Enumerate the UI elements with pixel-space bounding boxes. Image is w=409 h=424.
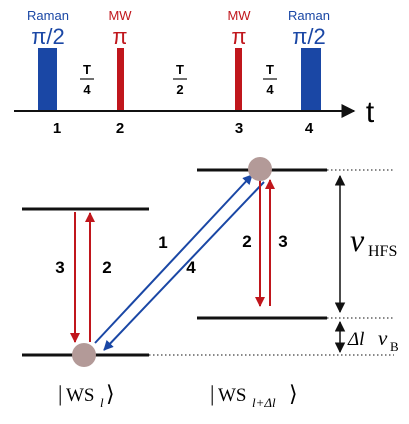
hfs-subscript: HFS — [368, 243, 397, 260]
diagonal-down-arrow-label: 4 — [186, 258, 196, 277]
pulse-2-bar — [117, 48, 124, 111]
left-ket-close: ⟩ — [106, 381, 115, 406]
bloch-shift-prefix: Δl — [347, 329, 364, 350]
right-down-arrow-label: 2 — [242, 232, 251, 251]
pulse-3-bar — [235, 48, 242, 111]
energy-diagram: 3 2 1 4 2 3 ν HFS Δl ν B | WS l ⟩ | WS l… — [22, 157, 399, 410]
left-ket-subscript: l — [100, 395, 104, 410]
pulse-1-bar — [38, 48, 57, 111]
pulse-3-angle: π — [231, 24, 246, 49]
hfs-symbol: ν — [350, 222, 365, 258]
pulse-sequence: Raman π/2 1 MW π 2 MW π 3 Raman π/2 4 T … — [14, 8, 375, 137]
left-down-arrow-label: 3 — [55, 258, 64, 277]
pulse-2-number: 2 — [116, 120, 124, 137]
interval-1-numerator: T — [83, 62, 91, 77]
interval-3-denominator: 4 — [266, 82, 274, 97]
pulse-4-number: 4 — [305, 120, 314, 137]
pulse-1-number: 1 — [53, 120, 61, 137]
diagonal-up-arrow — [94, 174, 253, 344]
right-ket-open: | — [210, 381, 214, 406]
diagonal-up-arrow-label: 1 — [158, 233, 167, 252]
pulse-3-number: 3 — [235, 120, 243, 137]
diagonal-down-arrow — [103, 181, 265, 351]
pulse-1-angle: π/2 — [31, 24, 65, 49]
right-ket-subscript: l+Δl — [252, 395, 276, 410]
interval-2-denominator: 2 — [176, 82, 183, 97]
right-up-arrow-label: 3 — [278, 232, 287, 251]
atom-upper-right — [248, 157, 272, 181]
left-up-arrow-label: 2 — [102, 258, 111, 277]
pulse-4-type: Raman — [288, 8, 330, 23]
pulse-2-type: MW — [108, 8, 132, 23]
bloch-subscript: B — [390, 339, 399, 354]
right-ket-label: WS — [218, 385, 247, 406]
pulse-4-bar — [301, 48, 321, 111]
left-ket-label: WS — [66, 385, 95, 406]
interval-1-denominator: 4 — [83, 82, 91, 97]
pulse-3-type: MW — [227, 8, 251, 23]
interval-2-numerator: T — [176, 62, 184, 77]
left-ket-open: | — [58, 381, 62, 406]
pulse-2-angle: π — [112, 24, 127, 49]
time-axis-label: t — [366, 96, 375, 129]
atom-lower-left — [72, 343, 96, 367]
right-ket-close: ⟩ — [289, 381, 298, 406]
pulse-4-angle: π/2 — [292, 24, 326, 49]
pulse-1-type: Raman — [27, 8, 69, 23]
bloch-symbol: ν — [378, 326, 388, 350]
interval-3-numerator: T — [266, 62, 274, 77]
